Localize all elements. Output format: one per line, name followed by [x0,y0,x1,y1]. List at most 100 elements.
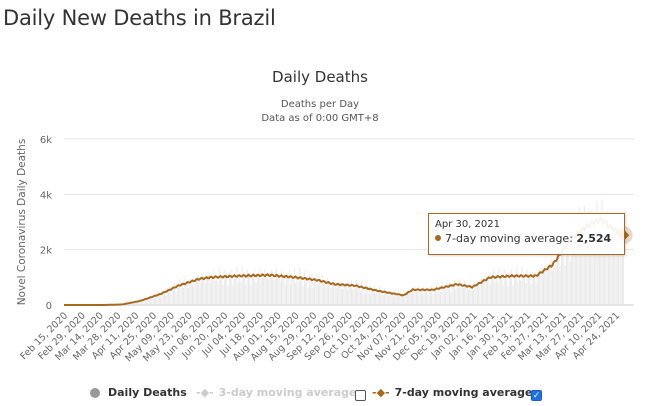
daily-deaths-bar [174,282,176,305]
daily-deaths-bar [524,276,525,305]
daily-deaths-bar [381,291,383,305]
daily-deaths-bar [404,296,406,305]
daily-deaths-bar [588,210,590,305]
daily-deaths-bar [506,272,508,305]
daily-deaths-bar [206,278,207,305]
daily-deaths-bar [489,284,491,305]
daily-deaths-bar [543,270,544,305]
daily-deaths-bar [410,292,412,305]
daily-deaths-bar [447,286,449,305]
daily-deaths-bar [365,293,366,305]
daily-deaths-bar [236,266,238,305]
daily-deaths-bar [619,228,621,305]
daily-deaths-bar [180,287,182,305]
daily-deaths-bar [605,233,607,305]
daily-deaths-bar [307,287,309,305]
daily-deaths-bar [315,280,317,305]
daily-deaths-bar [550,257,552,305]
daily-deaths-bar [212,277,214,305]
daily-deaths-bar [451,283,453,305]
daily-deaths-bar [136,302,137,305]
daily-deaths-bar [483,279,485,305]
legend-item-daily-deaths[interactable]: Daily Deaths [90,386,187,399]
daily-deaths-bar [613,214,614,305]
daily-deaths-bar [256,276,258,305]
daily-deaths-bar [356,280,357,305]
legend-item-7day-average[interactable]: -◆- 7-day moving average [372,386,533,399]
daily-deaths-bar [611,225,613,305]
daily-deaths-bar [484,286,486,305]
daily-deaths-bar [576,233,578,305]
daily-deaths-bar [471,287,473,305]
daily-deaths-bar [498,267,500,305]
3day-average-checkbox[interactable] [355,390,366,401]
daily-deaths-bar [137,301,139,305]
daily-deaths-bar [532,273,534,305]
daily-deaths-bar [577,244,579,305]
daily-deaths-bar [197,276,198,305]
daily-deaths-bar [160,296,162,305]
daily-deaths-bar [354,287,356,305]
daily-deaths-bar [413,286,415,305]
daily-deaths-bar [264,269,266,305]
daily-deaths-bar [276,269,277,305]
daily-deaths-bar [231,268,233,305]
daily-deaths-bar [314,278,315,305]
daily-deaths-bar [558,258,560,305]
daily-deaths-bar [423,286,425,305]
daily-deaths-bar [592,247,594,305]
daily-deaths-bar [429,289,431,305]
daily-deaths-bar [270,270,272,305]
daily-deaths-bar [614,230,616,305]
7day-average-checkbox[interactable]: ✓ [531,390,542,401]
daily-deaths-bar [566,235,567,305]
daily-deaths-bar [440,291,441,305]
chart-subtitle-2: Data as of 0:00 GMT+8 [261,113,378,124]
line-marker-icon: -◆- [372,386,390,399]
daily-deaths-bar [370,294,371,305]
daily-deaths-bar [278,277,280,305]
daily-deaths-bar [539,267,541,305]
y-tick-label: 6k [40,135,52,146]
daily-deaths-bar [616,240,618,305]
daily-deaths-bar [443,286,445,305]
legend-label: 3-day moving average [218,386,357,399]
daily-deaths-bar [361,281,363,305]
daily-deaths-bar [227,286,229,305]
daily-deaths-bar [152,298,154,305]
daily-deaths-bar [352,289,354,305]
daily-deaths-bar [302,285,304,305]
daily-deaths-bar [479,286,481,305]
daily-deaths-bar [375,294,377,305]
daily-deaths-bar [529,274,530,305]
daily-deaths-bar [604,231,605,305]
daily-deaths-bar [226,272,228,305]
daily-deaths-bar [189,278,191,305]
daily-deaths-bar [435,290,436,305]
y-tick-label: 0 [46,301,52,312]
daily-deaths-bar [464,281,466,305]
daily-deaths-bar [540,275,542,305]
daily-deaths-bar [559,265,561,305]
legend-label: Daily Deaths [108,386,187,399]
legend-item-3day-average[interactable]: -◆- 3-day moving average [196,386,357,399]
daily-deaths-bar [554,265,556,305]
daily-deaths-bar [463,287,464,305]
daily-deaths-bar [298,268,300,305]
daily-deaths-bar [569,261,571,305]
daily-deaths-bar [380,293,382,305]
daily-deaths-bar [193,286,195,305]
daily-deaths-bar [312,287,314,305]
daily-deaths-bar [209,282,211,305]
daily-deaths-bar [178,287,179,305]
daily-deaths-bar [525,282,527,305]
daily-deaths-bar [267,278,268,305]
daily-deaths-bar [468,289,469,305]
daily-deaths-bar [432,294,434,305]
daily-deaths-bar [155,296,156,305]
circle-icon [90,387,100,398]
daily-deaths-bar [445,292,446,305]
daily-deaths-bar [290,285,291,305]
daily-deaths-bar [470,284,472,305]
daily-deaths-bar [511,268,513,305]
